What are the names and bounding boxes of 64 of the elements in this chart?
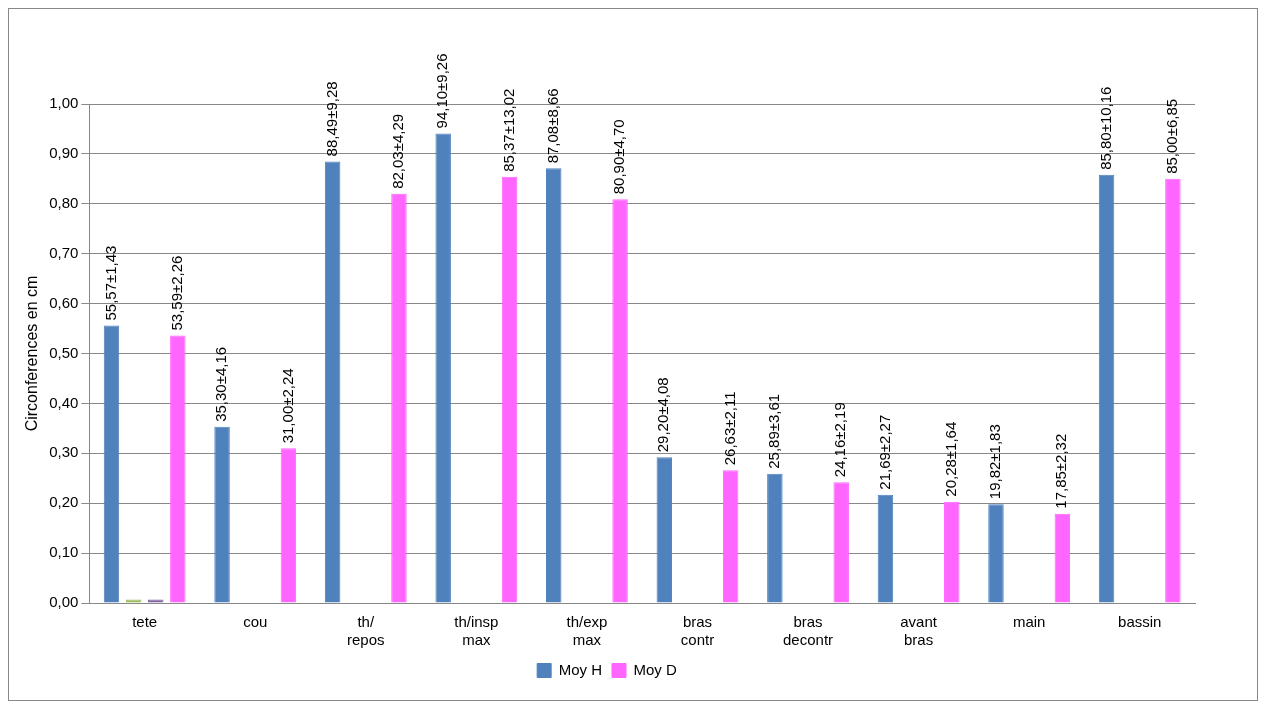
- bar: [103, 325, 120, 603]
- annotation: 82,03±4,29: [389, 113, 407, 189]
- y-tick-label: 0,30: [49, 443, 79, 461]
- bar: [214, 426, 230, 603]
- annotation: 35,30±4,16: [212, 346, 230, 422]
- y-tick-label: 0,90: [49, 144, 79, 162]
- y-tick-label: 0,80: [49, 193, 79, 211]
- annotation: 80,90±4,70: [610, 119, 628, 195]
- x-tick-label: tete: [132, 613, 158, 631]
- x-tick-label: th/exp max: [566, 613, 608, 649]
- bar: [656, 457, 673, 603]
- bar: [944, 501, 960, 603]
- annotation: 21,69±2,27: [875, 414, 893, 490]
- bar: [877, 494, 894, 603]
- annotation: 20,28±1,64: [941, 421, 959, 497]
- annotation: 25,89±3,61: [765, 393, 783, 469]
- x-tick-label: bras decontr: [783, 613, 834, 649]
- annotation: 29,20±4,08: [654, 377, 672, 453]
- x-tick-label: th/insp max: [454, 613, 499, 649]
- bar: [767, 473, 783, 603]
- bar: [324, 161, 341, 603]
- bar: [391, 193, 407, 603]
- y-tick-label: 0,70: [49, 243, 79, 261]
- bar: [501, 176, 518, 603]
- bar: [722, 470, 739, 603]
- x-tick-label: bassin: [1118, 613, 1162, 631]
- y-tick-label: 0,50: [49, 343, 79, 361]
- bar: [546, 168, 562, 603]
- y-tick-label: 0,60: [49, 293, 79, 311]
- y-tick-label: 0,20: [49, 493, 79, 511]
- bar: [612, 199, 628, 603]
- y-axis-title: Circonferences en cm: [23, 275, 41, 432]
- annotation: 85,80±10,16: [1096, 86, 1114, 170]
- annotation: 87,08±8,66: [543, 88, 561, 164]
- annotation: 53,59±2,26: [167, 255, 185, 331]
- y-tick-label: 0,40: [49, 393, 79, 411]
- x-tick-label: cou: [243, 613, 268, 631]
- bar: [280, 448, 297, 603]
- y-tick-label: 0,10: [49, 543, 79, 561]
- annotation: 55,57±1,43: [101, 245, 119, 321]
- x-tick-label: avant bras: [900, 613, 938, 649]
- annotation: 17,85±2,32: [1052, 433, 1070, 509]
- legend-label: Moy H: [558, 660, 603, 678]
- legend-label: Moy D: [633, 660, 677, 678]
- annotation: 19,82±1,83: [986, 424, 1004, 500]
- bar: [988, 504, 1004, 603]
- annotation: 31,00±2,24: [278, 368, 296, 444]
- bar: [170, 335, 186, 603]
- y-tick-label: 0,00: [49, 593, 79, 611]
- x-tick-label: main: [1012, 613, 1046, 631]
- bar: [435, 133, 451, 603]
- y-tick-label: 1,00: [49, 94, 79, 112]
- bar: [1054, 513, 1071, 603]
- bar: [1165, 178, 1181, 603]
- annotation: 85,37±13,02: [499, 88, 517, 172]
- x-tick-label: th/ repos: [347, 613, 385, 649]
- annotation: 88,49±9,28: [322, 81, 340, 157]
- bar: [833, 482, 849, 603]
- annotation: 24,16±2,19: [831, 402, 849, 478]
- annotation: 94,10±9,26: [433, 53, 451, 129]
- x-tick-label: bras contr: [680, 613, 715, 649]
- annotation: 26,63±2,11: [720, 391, 738, 466]
- bar: [1098, 174, 1115, 603]
- annotation: 85,00±6,85: [1163, 98, 1181, 174]
